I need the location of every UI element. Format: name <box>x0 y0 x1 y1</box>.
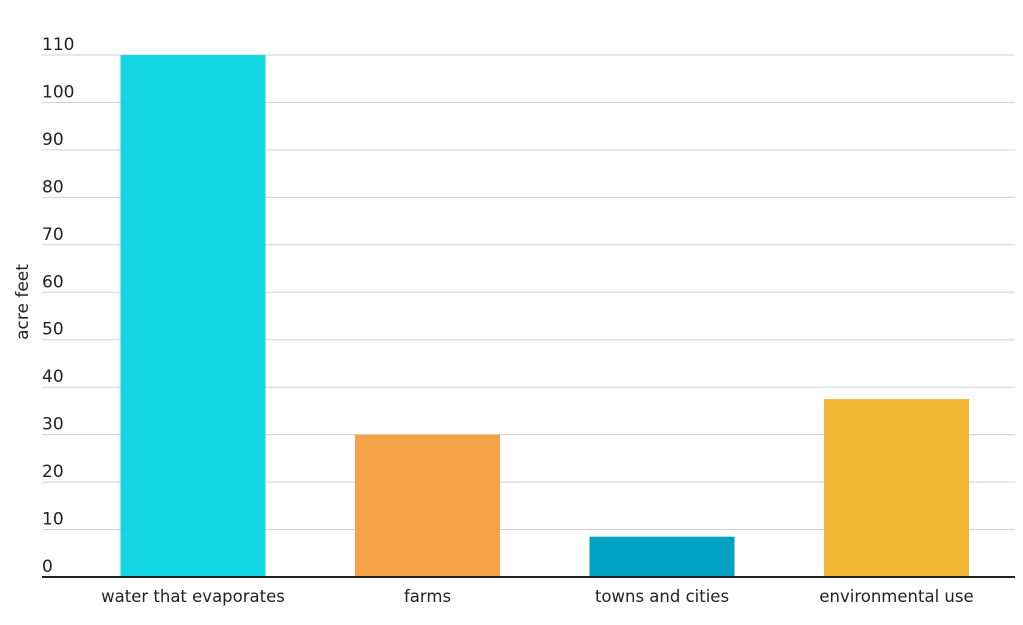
y-tick-label: 40 <box>42 367 64 387</box>
x-tick-labels: water that evaporates farms towns and citi… <box>101 587 973 606</box>
y-tick-label: 110 <box>42 35 74 55</box>
x-tick-label: towns and cities <box>595 587 729 606</box>
bar-towns-and-cities <box>589 536 735 577</box>
y-tick-label: 60 <box>42 272 64 292</box>
bar-farms <box>355 434 500 577</box>
bar-environmental-use <box>824 399 969 577</box>
y-axis-title: acre feet <box>13 264 33 340</box>
y-tick-label: 70 <box>42 225 64 245</box>
bar-water-that-evaporates <box>120 55 266 577</box>
y-tick-label: 100 <box>42 82 74 102</box>
bars <box>120 55 969 577</box>
y-tick-label: 0 <box>42 557 53 577</box>
y-tick-labels: 0 10 20 30 40 50 60 70 80 90 100 110 <box>42 35 74 577</box>
y-tick-label: 50 <box>42 320 64 340</box>
y-tick-label: 80 <box>42 177 64 197</box>
x-tick-label: farms <box>404 587 451 606</box>
x-tick-label: environmental use <box>819 587 973 606</box>
x-tick-label: water that evaporates <box>101 587 285 606</box>
y-tick-label: 30 <box>42 415 64 435</box>
y-tick-label: 90 <box>42 130 64 150</box>
y-tick-label: 10 <box>42 510 64 530</box>
y-tick-label: 20 <box>42 462 64 482</box>
